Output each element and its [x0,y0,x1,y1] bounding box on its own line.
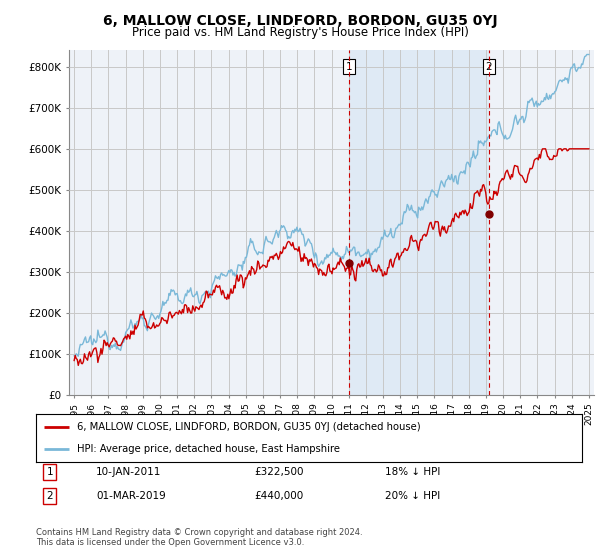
Text: 01-MAR-2019: 01-MAR-2019 [96,491,166,501]
Text: 1: 1 [346,62,353,72]
Text: 1: 1 [46,467,53,477]
Text: 6, MALLOW CLOSE, LINDFORD, BORDON, GU35 0YJ (detached house): 6, MALLOW CLOSE, LINDFORD, BORDON, GU35 … [77,422,421,432]
Bar [349,50,489,395]
Text: £322,500: £322,500 [254,467,304,477]
Text: 10-JAN-2011: 10-JAN-2011 [96,467,161,477]
Text: 20% ↓ HPI: 20% ↓ HPI [385,491,440,501]
Text: Price paid vs. HM Land Registry's House Price Index (HPI): Price paid vs. HM Land Registry's House … [131,26,469,39]
Text: 18% ↓ HPI: 18% ↓ HPI [385,467,441,477]
Text: Contains HM Land Registry data © Crown copyright and database right 2024.: Contains HM Land Registry data © Crown c… [36,528,362,536]
Text: 6, MALLOW CLOSE, LINDFORD, BORDON, GU35 0YJ: 6, MALLOW CLOSE, LINDFORD, BORDON, GU35 … [103,14,497,28]
Text: HPI: Average price, detached house, East Hampshire: HPI: Average price, detached house, East… [77,444,340,454]
Text: £440,000: £440,000 [254,491,304,501]
Text: This data is licensed under the Open Government Licence v3.0.: This data is licensed under the Open Gov… [36,538,304,547]
Text: 2: 2 [46,491,53,501]
Text: 2: 2 [485,62,492,72]
